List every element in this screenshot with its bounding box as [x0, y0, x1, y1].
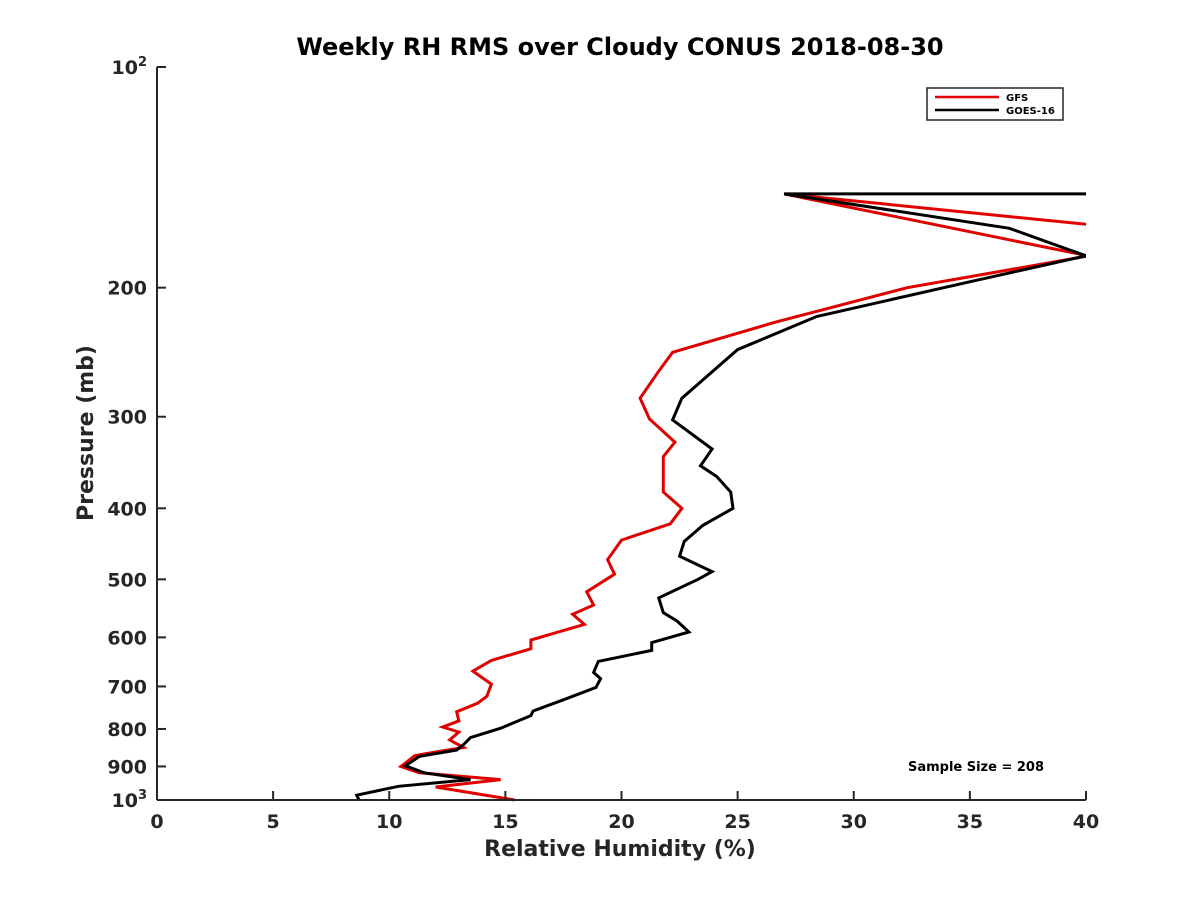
series-line-gfs: [397, 192, 1086, 802]
axes: [156, 66, 1087, 801]
sample-size-annotation: Sample Size = 208: [908, 760, 1044, 775]
y-tick-label: 600: [107, 627, 147, 649]
y-tick-label: 300: [107, 407, 147, 429]
legend: GFS GOES-16: [926, 87, 1064, 121]
y-tick-label: 900: [107, 756, 147, 778]
x-tick-label: 30: [841, 811, 867, 833]
chart-title: Weekly RH RMS over Cloudy CONUS 2018-08-…: [296, 33, 943, 61]
tick-labels: 0 5 10 15 20 25 30 35 40 102 200 300 400 500 600 700 800…: [107, 55, 1099, 833]
legend-label: GFS: [1006, 93, 1028, 104]
y-axis-label: Pressure (mb): [74, 345, 99, 521]
x-tick-label: 35: [957, 811, 983, 833]
x-tick-label: 25: [724, 811, 750, 833]
y-tick-label: 700: [107, 676, 147, 698]
x-tick-label: 5: [267, 811, 280, 833]
x-tick-label: 20: [608, 811, 634, 833]
x-axis-label: Relative Humidity (%): [484, 837, 756, 862]
y-tick-label: 200: [107, 278, 147, 300]
legend-box: [926, 87, 1064, 121]
x-tick-label: 10: [376, 811, 402, 833]
x-tick-label: 0: [150, 811, 163, 833]
y-tick-label: 500: [107, 569, 147, 591]
y-tick-label: 800: [107, 719, 147, 741]
y-tick-label: 400: [107, 498, 147, 520]
x-tick-label: 40: [1073, 811, 1099, 833]
y-tick-label: 102: [112, 55, 148, 79]
y-tick-label: 103: [112, 788, 148, 812]
legend-label: GOES-16: [1006, 106, 1055, 117]
plot-lines: [354, 192, 1086, 802]
series-line-goes-16: [354, 192, 1086, 801]
x-tick-label: 15: [492, 811, 518, 833]
